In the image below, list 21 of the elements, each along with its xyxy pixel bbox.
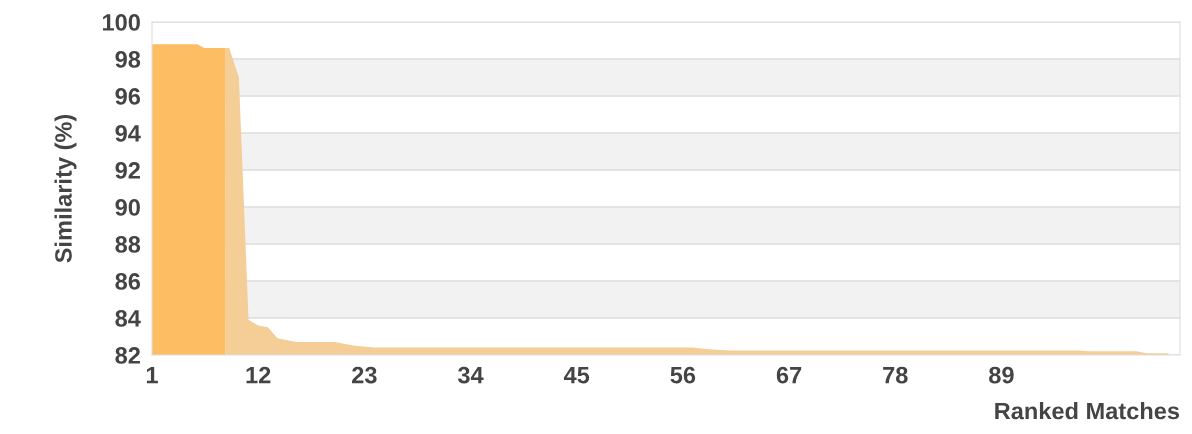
- x-tick-label: 56: [670, 366, 696, 384]
- x-tick-label: 1: [146, 366, 158, 384]
- x-tick-label: 34: [457, 366, 484, 384]
- y-tick-label: 94: [115, 125, 141, 142]
- y-tick-label: 100: [102, 14, 140, 31]
- x-tick-label: 12: [246, 366, 271, 384]
- y-tick-label: 92: [115, 162, 140, 179]
- y-tick-label: 98: [115, 51, 141, 68]
- x-tick-label: 78: [883, 366, 908, 384]
- y-tick-label: 96: [115, 88, 141, 105]
- x-tick-label: 45: [563, 366, 590, 384]
- x-axis-title: Ranked Matches: [995, 402, 1180, 420]
- y-axis-title: Similarity (%): [54, 114, 77, 263]
- x-tick-label: 89: [989, 366, 1014, 384]
- y-tick-label: 90: [115, 199, 140, 216]
- y-tick-label: 84: [115, 310, 141, 327]
- x-tick-label: 23: [352, 366, 377, 384]
- y-tick-label: 88: [115, 236, 141, 253]
- y-tick-label: 86: [115, 273, 141, 290]
- x-tick-label: 67: [776, 366, 802, 384]
- y-tick-label: 82: [115, 347, 140, 364]
